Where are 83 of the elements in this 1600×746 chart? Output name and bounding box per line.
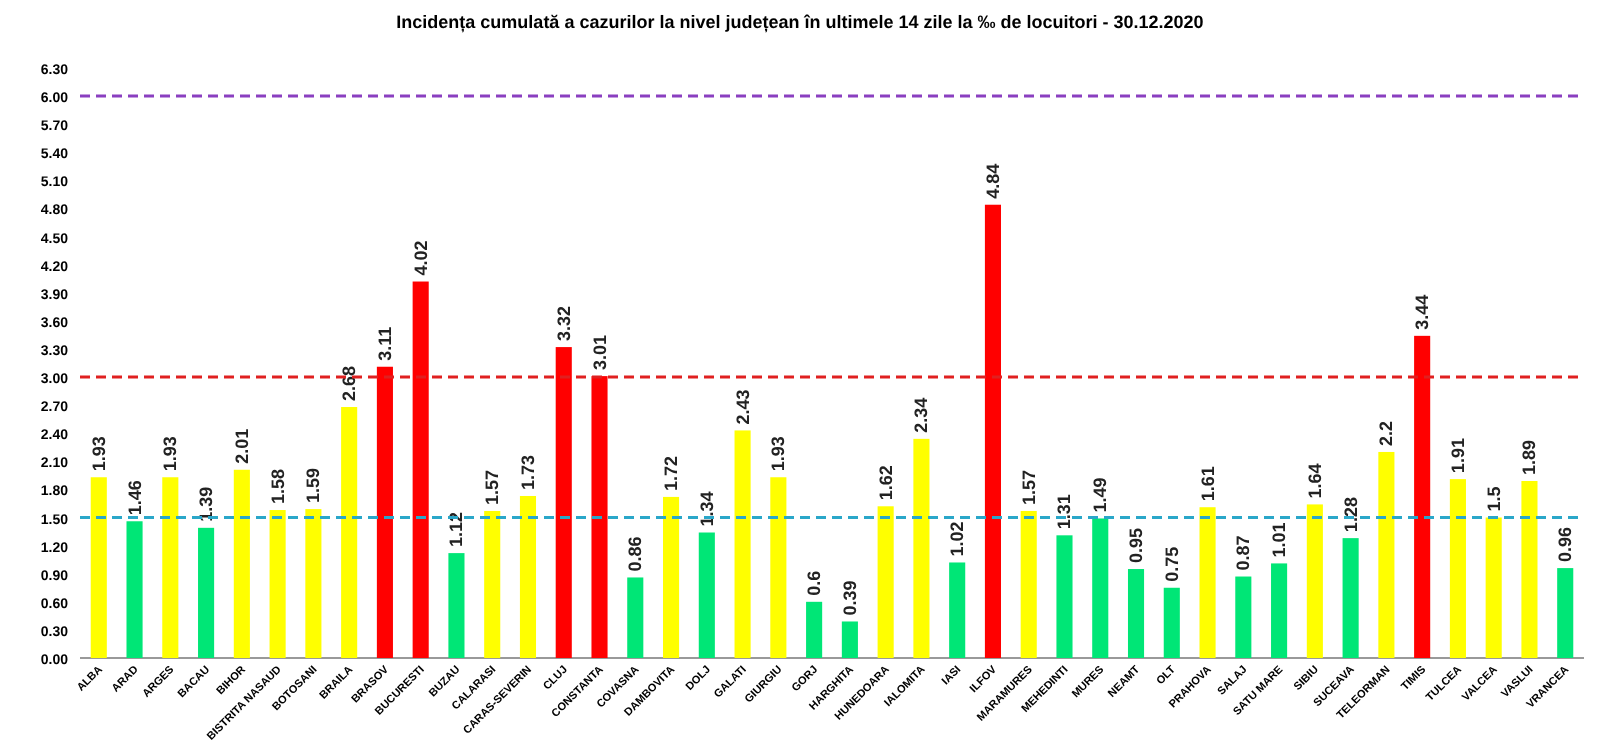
data-label: 0.87 <box>1233 535 1254 571</box>
bar <box>627 577 644 658</box>
data-label: 1.93 <box>88 436 109 472</box>
data-label: 2.68 <box>339 365 360 402</box>
data-label: 0.39 <box>839 580 860 616</box>
bar <box>1020 510 1037 658</box>
data-label: 4.84 <box>982 163 1003 199</box>
bar <box>1127 569 1145 658</box>
data-label: 0.75 <box>1161 546 1182 582</box>
data-label: 3.11 <box>374 326 395 361</box>
data-label: 2.01 <box>231 428 252 464</box>
bar <box>734 430 751 658</box>
data-label: 2.43 <box>732 389 753 425</box>
bar <box>519 495 537 658</box>
bar <box>198 527 215 658</box>
bar <box>1235 576 1252 658</box>
data-label: 1.59 <box>303 468 324 504</box>
bar <box>984 204 1001 658</box>
bar <box>698 532 715 658</box>
bar <box>1485 517 1502 658</box>
bar <box>591 376 608 658</box>
data-label: 1.61 <box>1197 466 1218 502</box>
bar <box>162 477 179 658</box>
data-label: 3.32 <box>553 306 574 342</box>
bar <box>1092 518 1109 658</box>
bar <box>484 510 501 658</box>
data-label: 2.2 <box>1376 420 1397 446</box>
bar <box>1414 335 1431 658</box>
data-label: 1.57 <box>1018 469 1039 505</box>
bar <box>555 347 572 658</box>
bar <box>1557 568 1574 658</box>
data-label: 1.01 <box>1269 522 1290 558</box>
data-label: 1.64 <box>1304 463 1325 499</box>
data-label: 1.73 <box>517 454 538 490</box>
bar <box>877 506 894 658</box>
bar <box>949 562 966 658</box>
data-label: 0.95 <box>1126 527 1147 564</box>
bar <box>341 407 358 658</box>
bar <box>770 477 787 658</box>
data-label: 1.5 <box>1483 486 1504 512</box>
data-label: 1.31 <box>1054 494 1075 530</box>
data-label: 3.01 <box>589 335 610 371</box>
bar <box>233 469 250 658</box>
data-label: 1.34 <box>696 491 717 527</box>
bar <box>126 521 143 658</box>
bar <box>305 509 322 658</box>
data-label: 1.93 <box>768 436 789 472</box>
data-label: 0.86 <box>625 536 646 572</box>
bar <box>269 510 286 658</box>
data-label: 1.46 <box>124 480 145 516</box>
data-label: 1.02 <box>947 521 968 557</box>
bar <box>1306 504 1323 658</box>
bar <box>663 496 680 658</box>
bar <box>1521 481 1538 658</box>
data-label: 1.91 <box>1447 438 1468 474</box>
data-label: 1.89 <box>1519 439 1540 475</box>
data-label: 1.28 <box>1340 497 1361 533</box>
data-label: 0.6 <box>804 570 825 596</box>
bar <box>1378 451 1395 658</box>
bar <box>1342 538 1359 658</box>
bar <box>913 438 930 658</box>
data-label: 4.02 <box>410 240 431 276</box>
data-label: 1.72 <box>661 455 682 491</box>
bar <box>448 553 465 658</box>
data-label: 0.96 <box>1555 527 1576 563</box>
bar <box>90 477 107 658</box>
data-label: 3.44 <box>1412 294 1433 330</box>
bar <box>1449 479 1466 658</box>
bar <box>1056 535 1073 658</box>
bar <box>806 601 823 658</box>
bar <box>412 281 429 658</box>
bar <box>1163 587 1180 658</box>
data-label: 2.34 <box>911 397 932 433</box>
bar <box>841 621 858 658</box>
chart-title: Incidența cumulată a cazurilor la nivel județean în ultimele 14 zile la ‰ de locuitori - 30.12.2020 <box>396 12 1204 34</box>
data-label: 1.58 <box>267 468 288 505</box>
bar <box>1271 563 1288 658</box>
bar <box>1199 507 1216 658</box>
data-label: 1.57 <box>482 469 503 505</box>
data-label: 1.49 <box>1090 477 1111 513</box>
data-label: 1.93 <box>160 436 181 472</box>
data-label: 1.62 <box>875 465 896 501</box>
bar <box>376 366 393 658</box>
